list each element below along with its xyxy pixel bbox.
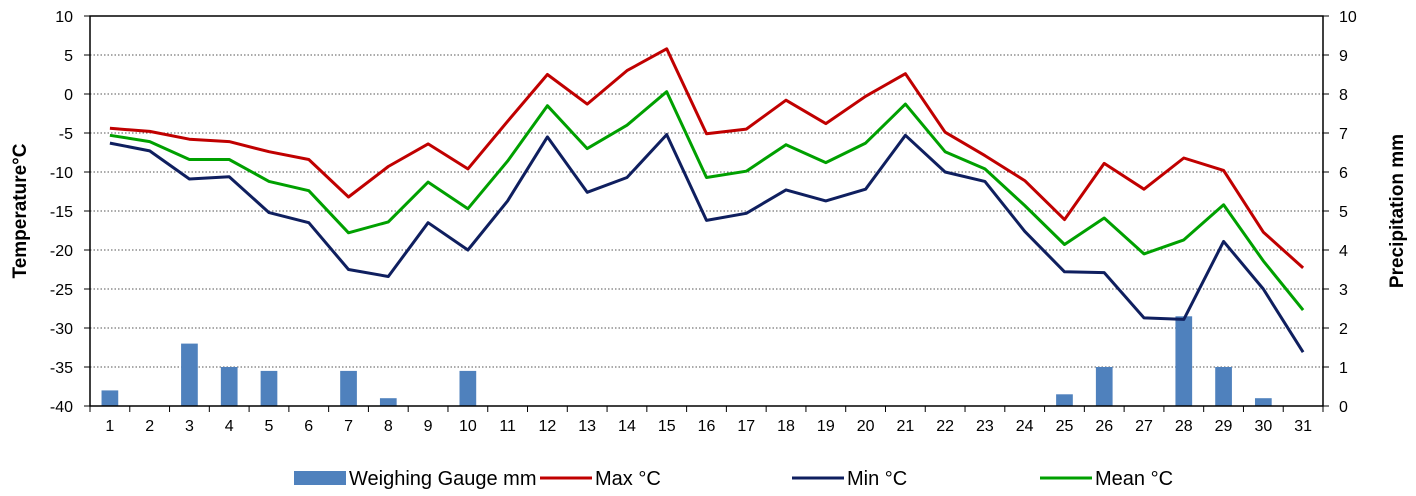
x-tick-label: 9 xyxy=(424,418,433,435)
left-tick-label: -10 xyxy=(50,165,73,182)
right-tick-label: 3 xyxy=(1339,282,1348,299)
x-tick-label: 31 xyxy=(1294,418,1312,435)
temperature-lines xyxy=(109,47,1305,353)
precipitation-bar xyxy=(340,370,357,406)
left-tick-label: 5 xyxy=(64,48,73,65)
precipitation-bar xyxy=(1095,367,1113,406)
precipitation-bars xyxy=(101,316,1272,406)
left-tick-label: -5 xyxy=(59,126,73,143)
legend-label-weighing-gauge-mm: Weighing Gauge mm xyxy=(349,468,537,490)
max-c-line xyxy=(109,47,1305,270)
x-tick-label: 21 xyxy=(896,418,914,435)
mean-c-line xyxy=(109,90,1305,312)
x-tick-label: 1 xyxy=(105,418,114,435)
precipitation-bar xyxy=(101,390,119,406)
legend-label-mean-c: Mean °C xyxy=(1095,468,1173,490)
right-tick-label: 0 xyxy=(1339,399,1348,416)
right-axis-title: Precipitation mm xyxy=(1387,134,1408,288)
x-tick-label: 10 xyxy=(459,418,477,435)
left-tick-label: -40 xyxy=(50,399,73,416)
legend-label-max-c: Max °C xyxy=(595,468,661,490)
right-tick-label: 10 xyxy=(1339,9,1357,26)
x-tick-label: 19 xyxy=(817,418,835,435)
left-tick-label: 0 xyxy=(64,87,73,104)
x-tick-label: 12 xyxy=(539,418,557,435)
left-axis-ticks: 10 5 0 -5 -10 -15 -20 -25 -30 -35 -40 xyxy=(50,9,90,416)
legend-label-min-c: Min °C xyxy=(847,468,907,490)
left-tick-label: -20 xyxy=(50,243,73,260)
min-c-line xyxy=(109,133,1305,353)
x-tick-label: 14 xyxy=(618,418,636,435)
x-tick-label: 4 xyxy=(225,418,234,435)
left-tick-label: -35 xyxy=(50,360,73,377)
right-tick-label: 8 xyxy=(1339,87,1348,104)
x-tick-label: 25 xyxy=(1056,418,1074,435)
x-tick-label: 23 xyxy=(976,418,994,435)
left-tick-label: -30 xyxy=(50,321,73,338)
x-tick-label: 18 xyxy=(777,418,795,435)
right-tick-label: 2 xyxy=(1339,321,1348,338)
legend-swatch-weighing-gauge-mm xyxy=(294,471,346,485)
x-tick-label: 3 xyxy=(185,418,194,435)
right-tick-label: 5 xyxy=(1339,204,1348,221)
x-tick-label: 2 xyxy=(145,418,154,435)
x-tick-label: 17 xyxy=(737,418,755,435)
legend: Weighing Gauge mm Max °C Min °C Mean °C xyxy=(294,468,1173,490)
precipitation-bar xyxy=(1215,367,1232,406)
right-tick-label: 4 xyxy=(1339,243,1348,260)
right-tick-label: 7 xyxy=(1339,126,1348,143)
precipitation-bar xyxy=(181,343,198,406)
x-tick-label: 22 xyxy=(936,418,954,435)
precipitation-bar xyxy=(1254,398,1272,406)
x-tick-label: 6 xyxy=(304,418,313,435)
x-tick-label: 11 xyxy=(499,418,516,435)
x-tick-label: 8 xyxy=(384,418,393,435)
right-tick-label: 1 xyxy=(1339,360,1348,377)
x-tick-label: 30 xyxy=(1254,418,1272,435)
x-tick-label: 13 xyxy=(578,418,596,435)
x-tick-label: 24 xyxy=(1016,418,1034,435)
x-tick-label: 7 xyxy=(344,418,353,435)
x-tick-label: 15 xyxy=(658,418,676,435)
precipitation-bar xyxy=(220,367,238,406)
left-tick-label: -25 xyxy=(50,282,73,299)
right-tick-label: 6 xyxy=(1339,165,1348,182)
left-tick-label: -15 xyxy=(50,204,73,221)
x-tick-label: 5 xyxy=(265,418,274,435)
precipitation-bar xyxy=(1056,394,1073,406)
precipitation-bar xyxy=(459,370,477,406)
precipitation-bar xyxy=(379,398,397,406)
x-tick-label: 26 xyxy=(1095,418,1113,435)
x-tick-label: 27 xyxy=(1135,418,1153,435)
x-tick-label: 20 xyxy=(857,418,875,435)
gridlines xyxy=(90,15,1323,407)
precipitation-bar xyxy=(1175,316,1193,406)
x-tick-label: 16 xyxy=(698,418,716,435)
precipitation-bar xyxy=(260,370,278,406)
left-tick-label: 10 xyxy=(55,9,73,26)
x-axis-ticks: 1 2 3 4 5 6 7 8 9 10 11 12 13 14 15 16 17 18 19 20 21 22 23 24 2… xyxy=(89,406,1324,435)
right-tick-label: 9 xyxy=(1339,48,1348,65)
left-axis-title: Temperature°C xyxy=(10,143,31,278)
x-tick-label: 29 xyxy=(1215,418,1233,435)
x-tick-label: 28 xyxy=(1175,418,1193,435)
